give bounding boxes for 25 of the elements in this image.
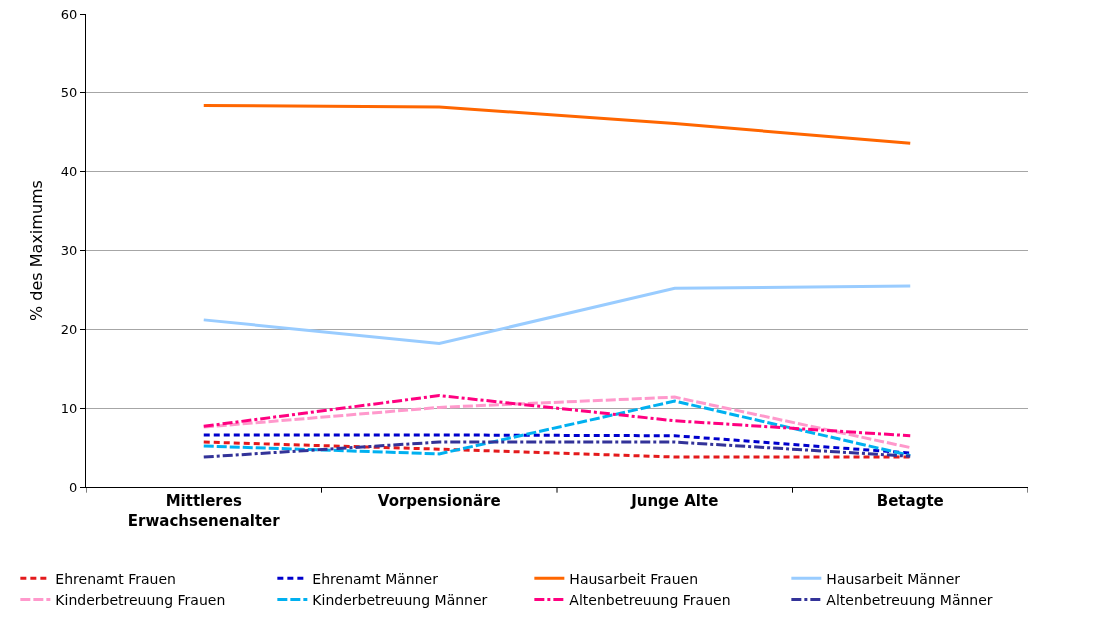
x-tick-label: Betagte <box>876 492 944 510</box>
line-series <box>202 394 912 438</box>
x-tick-label: Junge Alte <box>630 492 719 510</box>
legend-label: Ehrenamt Frauen <box>55 570 176 587</box>
line-series <box>202 399 912 457</box>
y-tick-label: 50 <box>60 85 78 101</box>
legend-label: Ehrenamt Männer <box>312 570 439 587</box>
line-series <box>202 103 912 145</box>
legend-label: Kinderbetreuung Männer <box>312 591 488 608</box>
y-tick-label: 20 <box>60 321 78 337</box>
line-series <box>202 284 912 346</box>
y-tick-label: 40 <box>60 164 78 180</box>
x-tick-label: Mittleres Erwachsenenalter <box>127 492 281 530</box>
legend-label: Altenbetreuung Männer <box>826 591 993 608</box>
legend-label: Altenbetreuung Frauen <box>569 591 731 608</box>
line-series <box>202 395 912 450</box>
y-tick-label: 0 <box>69 479 78 495</box>
x-tick-label: Vorpensionäre <box>377 492 501 510</box>
y-tick-label: 30 <box>60 243 78 259</box>
y-tick-label: 10 <box>60 400 78 416</box>
legend-label: Hausarbeit Frauen <box>569 570 699 587</box>
legend-label: Hausarbeit Männer <box>826 570 961 587</box>
legend-label: Kinderbetreuung Frauen <box>55 591 226 608</box>
y-tick-label: 60 <box>60 6 78 22</box>
y-axis-title: % des Maximums <box>26 180 46 321</box>
